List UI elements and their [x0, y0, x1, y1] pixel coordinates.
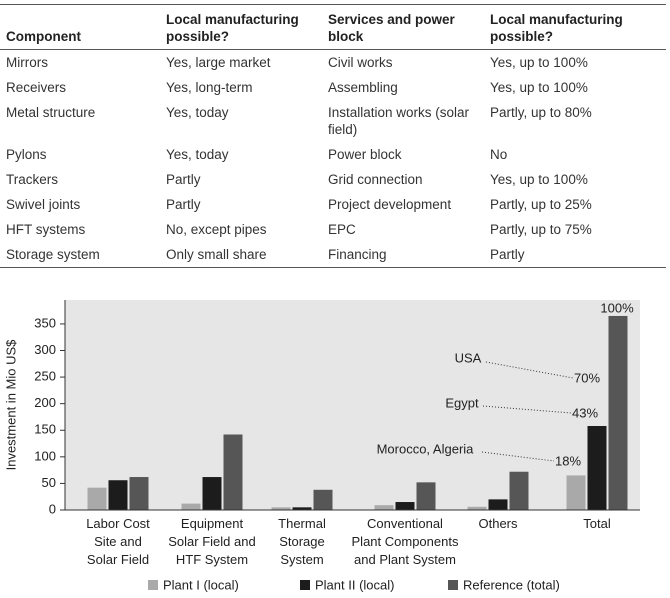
- bar: [202, 477, 222, 510]
- bar: [395, 502, 415, 510]
- table-cell: Trackers: [6, 172, 59, 187]
- annotation: 18%: [555, 453, 581, 468]
- bar: [181, 503, 201, 510]
- legend-label: Reference (total): [463, 577, 560, 592]
- table-cell: Yes, up to 100%: [490, 80, 588, 95]
- plot-background: [65, 300, 640, 510]
- table-cell: No, except pipes: [166, 222, 267, 237]
- legend-swatch: [448, 580, 458, 590]
- table-cell: Yes, large market: [166, 55, 271, 70]
- bar: [488, 499, 508, 510]
- table-cell: No: [490, 147, 508, 162]
- bar: [87, 487, 107, 510]
- y-tick-label: 150: [34, 422, 56, 437]
- table-cell: Receivers: [6, 80, 67, 95]
- x-tick-label: Total: [583, 516, 611, 531]
- chart: Investment in Mio US$ 0 50 100 150 200 250 300…: [3, 300, 640, 592]
- table-cell: Swivel joints: [6, 197, 81, 212]
- bar: [129, 477, 149, 510]
- bar: [313, 489, 333, 510]
- bar: [416, 482, 436, 510]
- bar: [292, 507, 312, 510]
- bar: [566, 475, 586, 510]
- table-cell: Grid connection: [328, 172, 423, 187]
- x-tick-label: Conventional Plant Components and Plant Sy…: [352, 516, 459, 567]
- legend-label: Plant II (local): [315, 577, 394, 592]
- table-row: Mirrors Yes, large market Civil works Yes, …: [0, 50, 666, 76]
- annotation-leader: [481, 451, 555, 462]
- header-cell: Component: [0, 4, 160, 50]
- table-cell: Yes, up to 100%: [490, 55, 588, 70]
- table-row: Storage system Only small share Financing P…: [0, 242, 666, 268]
- table-cell: Civil works: [328, 55, 393, 70]
- bar: [108, 480, 128, 510]
- bar: [467, 506, 487, 510]
- table-cell: Partly, up to 75%: [490, 222, 592, 237]
- table-cell: Storage system: [0, 242, 160, 268]
- table-cell: Partly: [166, 197, 201, 212]
- table-cell: Metal structure: [6, 105, 96, 120]
- y-tick-label: 100: [34, 448, 56, 463]
- annotation: Egypt: [445, 395, 479, 410]
- legend-swatch: [148, 580, 158, 590]
- table-cell: Partly: [166, 172, 201, 187]
- annotation: 43%: [572, 405, 598, 420]
- table-cell: Pylons: [6, 147, 47, 162]
- table-cell: Yes, today: [166, 105, 229, 120]
- legend-swatch: [300, 580, 310, 590]
- bar: [509, 471, 529, 510]
- table-row: Receivers Yes, long-term Assembling Yes, up…: [0, 75, 666, 100]
- table-cell: Financing: [322, 242, 484, 268]
- table-cell: Partly, up to 25%: [490, 197, 592, 212]
- bar: [587, 426, 607, 510]
- y-tick-label: 200: [34, 395, 56, 410]
- table-header: Component Local manufacturing possible? …: [0, 4, 666, 50]
- table-cell: Only small share: [160, 242, 322, 268]
- annotation: USA: [455, 350, 482, 365]
- x-tick-label: Others: [478, 516, 518, 531]
- annotation: Morocco, Algeria: [377, 441, 475, 456]
- x-tick-label: Equipment Solar Field and HTF System: [168, 516, 255, 567]
- table-row: HFT systems No, except pipes EPC Partly, up…: [0, 217, 666, 242]
- table-cell: Partly, up to 80%: [490, 105, 592, 120]
- annotation: 70%: [574, 370, 600, 385]
- header-cell: Local manufacturing possible?: [160, 4, 322, 50]
- table-cell: Partly: [484, 242, 666, 268]
- bar: [271, 507, 291, 510]
- table-cell: Power block: [328, 147, 402, 162]
- table-cell: HFT systems: [6, 222, 86, 237]
- bar: [223, 434, 243, 510]
- component-table: Component Local manufacturing possible? …: [0, 4, 666, 268]
- bar: [608, 315, 628, 510]
- table-row: Metal structure Yes, today Installation wo…: [0, 100, 666, 142]
- annotation: 100%: [600, 300, 634, 315]
- y-tick-label: 250: [34, 369, 56, 384]
- y-axis-label: Investment in Mio US$: [3, 339, 18, 471]
- header-cell: Local manufacturing possible?: [484, 4, 666, 50]
- legend-label: Plant I (local): [163, 577, 239, 592]
- x-tick-label: Labor Cost Site and Solar Field: [86, 516, 150, 567]
- table-cell: Project development: [328, 197, 452, 212]
- table-cell: Yes, today: [166, 147, 229, 162]
- table-row: Pylons Yes, today Power block No: [0, 142, 666, 167]
- table-cell: Installation works (solar field): [328, 105, 470, 137]
- table-cell: Yes, up to 100%: [490, 172, 588, 187]
- header-cell: Services and power block: [322, 4, 484, 50]
- table-cell: EPC: [328, 222, 356, 237]
- y-tick-label: 300: [34, 342, 56, 357]
- x-tick-label: Thermal Storage System: [278, 516, 326, 567]
- table-cell: Yes, long-term: [166, 80, 253, 95]
- y-tick-label: 50: [42, 475, 56, 490]
- y-tick-label: 350: [34, 315, 56, 330]
- table-row: Trackers Partly Grid connection Yes, up to …: [0, 167, 666, 192]
- table-cell: Assembling: [328, 80, 398, 95]
- bar: [374, 505, 394, 510]
- y-tick-label: 0: [49, 501, 56, 516]
- table-row: Swivel joints Partly Project development Pa…: [0, 192, 666, 217]
- table-cell: Mirrors: [6, 55, 48, 70]
